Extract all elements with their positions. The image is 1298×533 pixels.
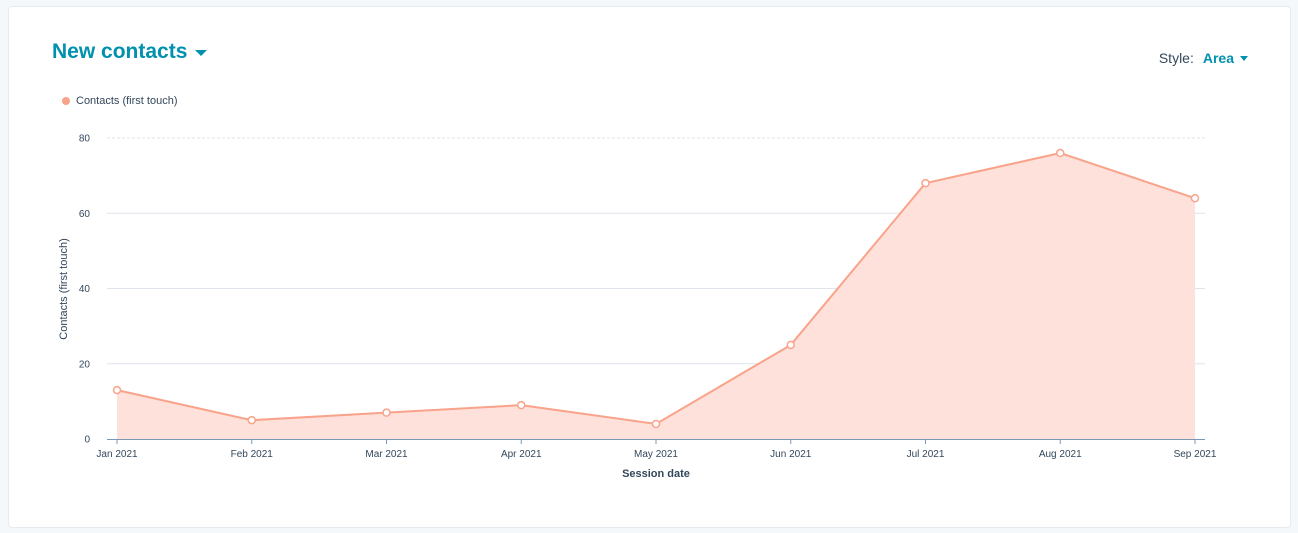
data-point [382,408,391,417]
data-point [1056,148,1065,158]
report-title-dropdown[interactable]: New contacts [52,40,208,64]
caret-down-icon [1240,55,1248,61]
series-area-fill [117,153,1195,440]
x-axis-title: Session date [622,468,690,480]
x-tick-label: Jan 2021 [96,449,138,460]
y-tick-label: 60 [79,209,91,220]
x-tick-label: Jul 2021 [907,449,945,460]
data-point [112,385,122,395]
style-value: Area [1202,50,1234,66]
x-tick-label: Apr 2021 [501,449,542,460]
x-tick-label: Jun 2021 [770,449,812,460]
x-tick-label: Aug 2021 [1039,449,1082,460]
x-tick-label: May 2021 [634,449,678,460]
style-picker: Style: Area [1159,50,1248,66]
data-point [921,178,930,188]
style-label: Style: [1158,50,1194,66]
data-point [786,340,795,350]
data-point [247,415,256,425]
chart-legend[interactable]: Contacts (first touch) [62,95,177,107]
data-point [651,419,661,429]
x-tick-label: Sep 2021 [1174,449,1217,460]
y-axis-title: Contacts (first touch) [58,238,70,339]
x-tick-label: Feb 2021 [231,449,274,460]
style-dropdown[interactable]: Area [1203,50,1248,66]
y-tick-label: 20 [79,359,91,370]
report-title: New contacts [52,40,188,63]
legend-dot-icon [62,97,70,105]
y-tick-label: 80 [79,134,91,145]
legend-label: Contacts (first touch) [76,95,178,107]
y-tick-label: 0 [84,435,90,446]
y-tick-label: 40 [79,284,91,295]
caret-down-icon [195,50,208,56]
data-point [1190,193,1200,203]
data-point [517,400,526,410]
x-tick-label: Mar 2021 [365,449,408,460]
